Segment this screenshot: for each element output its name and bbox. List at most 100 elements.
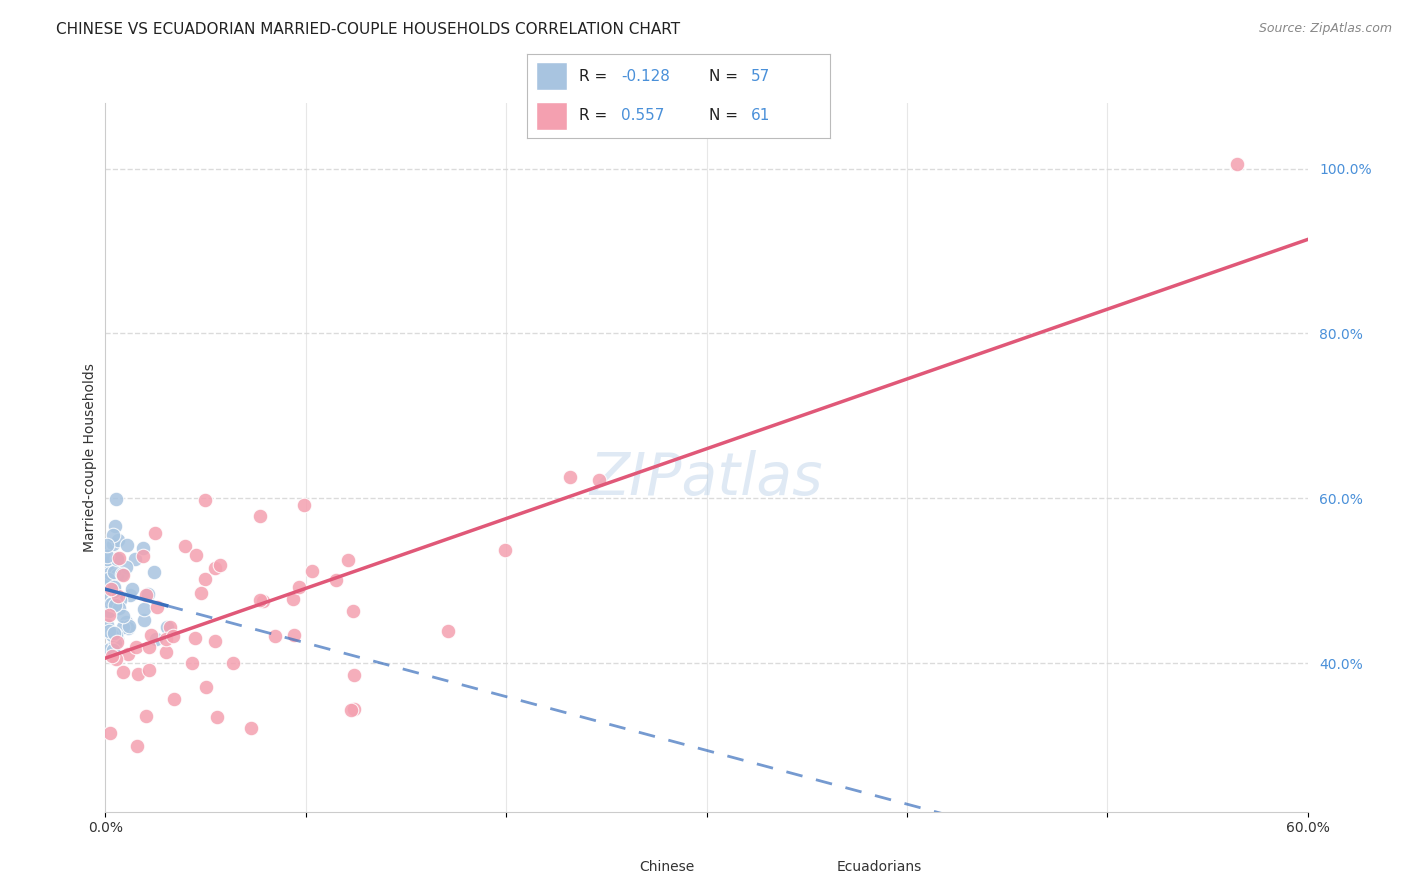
- Text: N =: N =: [709, 108, 742, 123]
- Point: [132, 614, 155, 628]
- Point: [104, 591, 127, 606]
- Point: [108, 593, 131, 607]
- Point: [96, 552, 118, 566]
- Y-axis label: Married-couple Households: Married-couple Households: [83, 363, 97, 551]
- Point: [104, 636, 127, 650]
- Point: [163, 692, 186, 706]
- Point: [143, 526, 166, 541]
- Point: [252, 594, 274, 608]
- Point: [101, 527, 124, 541]
- Point: [118, 619, 141, 633]
- Point: [100, 604, 122, 618]
- Point: [142, 566, 165, 580]
- Point: [111, 665, 134, 679]
- Point: [222, 656, 245, 670]
- Point: [249, 593, 271, 607]
- Point: [100, 597, 122, 611]
- Point: [264, 629, 287, 643]
- Point: [96, 549, 118, 564]
- Point: [111, 568, 134, 582]
- Point: [96, 569, 118, 583]
- Point: [281, 592, 304, 607]
- Point: [105, 635, 128, 649]
- Point: [180, 657, 202, 671]
- Point: [101, 628, 124, 642]
- Point: [132, 541, 155, 555]
- Point: [101, 643, 124, 657]
- Text: 57: 57: [751, 69, 770, 84]
- Point: [135, 588, 157, 602]
- Point: [97, 572, 120, 586]
- Point: [101, 649, 124, 664]
- Point: [101, 595, 124, 609]
- Point: [138, 587, 160, 601]
- Bar: [536, 102, 567, 130]
- Point: [292, 498, 315, 512]
- Text: R =: R =: [579, 108, 612, 123]
- Point: [124, 552, 146, 566]
- Point: [340, 703, 363, 717]
- Point: [208, 558, 231, 572]
- Point: [96, 618, 118, 632]
- Point: [103, 625, 125, 640]
- Point: [104, 602, 127, 616]
- Point: [162, 628, 184, 642]
- Point: [117, 621, 139, 635]
- Point: [105, 632, 128, 646]
- Point: [194, 572, 217, 586]
- Point: [100, 566, 122, 581]
- Text: Chinese: Chinese: [640, 860, 695, 874]
- Point: [107, 590, 129, 604]
- Point: [588, 473, 610, 487]
- Point: [97, 624, 120, 638]
- Point: [101, 537, 124, 551]
- Text: Ecuadorians: Ecuadorians: [837, 860, 922, 874]
- Point: [100, 626, 122, 640]
- Point: [145, 599, 167, 614]
- Point: [239, 721, 262, 735]
- Point: [138, 663, 160, 677]
- Point: [288, 580, 311, 594]
- Point: [98, 642, 121, 657]
- Point: [145, 632, 167, 646]
- Point: [325, 573, 347, 587]
- Point: [98, 726, 121, 740]
- Point: [114, 559, 136, 574]
- Point: [301, 564, 323, 578]
- Point: [155, 645, 177, 659]
- Point: [108, 550, 131, 565]
- Point: [103, 584, 125, 599]
- Point: [342, 604, 364, 618]
- Point: [103, 565, 125, 579]
- Point: [204, 560, 226, 574]
- Point: [194, 493, 217, 508]
- Point: [194, 681, 217, 695]
- Point: [112, 620, 135, 634]
- Point: [190, 586, 212, 600]
- Point: [105, 628, 128, 642]
- Point: [125, 739, 148, 753]
- Point: [104, 519, 127, 533]
- Text: R =: R =: [579, 69, 612, 84]
- Point: [115, 538, 138, 552]
- Point: [103, 580, 125, 594]
- Point: [98, 603, 121, 617]
- Point: [96, 556, 118, 570]
- Point: [104, 598, 127, 612]
- Point: [343, 701, 366, 715]
- Point: [96, 538, 118, 552]
- Point: [184, 631, 207, 645]
- Point: [494, 542, 516, 557]
- Point: [105, 551, 128, 566]
- Text: ZIPatlas: ZIPatlas: [589, 450, 824, 507]
- Point: [173, 540, 195, 554]
- Bar: [536, 62, 567, 90]
- Point: [111, 608, 134, 623]
- Point: [156, 620, 179, 634]
- Point: [249, 509, 271, 524]
- Point: [125, 640, 148, 654]
- Point: [115, 615, 138, 629]
- Point: [343, 668, 366, 682]
- Point: [135, 708, 157, 723]
- Point: [1226, 157, 1249, 171]
